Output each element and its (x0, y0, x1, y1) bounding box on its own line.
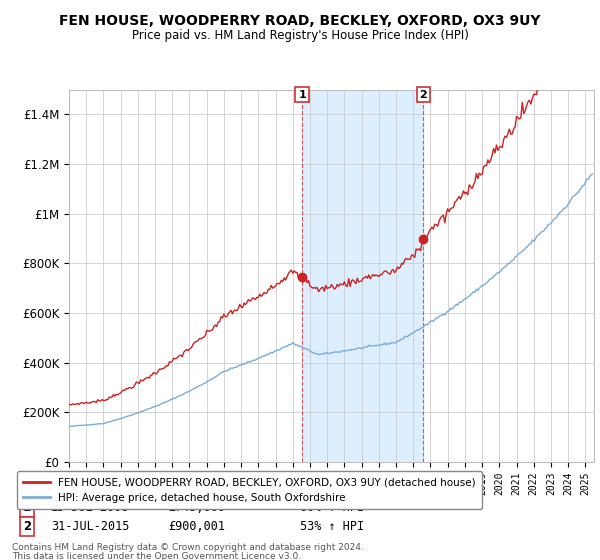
Text: This data is licensed under the Open Government Licence v3.0.: This data is licensed under the Open Gov… (12, 552, 301, 560)
Text: 2: 2 (419, 90, 427, 100)
Text: 31-JUL-2015: 31-JUL-2015 (51, 520, 130, 533)
Bar (302, 90, 423, 462)
Text: 2: 2 (23, 520, 31, 533)
Text: £745,000: £745,000 (168, 501, 225, 515)
Legend: FEN HOUSE, WOODPERRY ROAD, BECKLEY, OXFORD, OX3 9UY (detached house), HPI: Avera: FEN HOUSE, WOODPERRY ROAD, BECKLEY, OXFO… (17, 471, 482, 509)
Text: Contains HM Land Registry data © Crown copyright and database right 2024.: Contains HM Land Registry data © Crown c… (12, 543, 364, 552)
Text: Price paid vs. HM Land Registry's House Price Index (HPI): Price paid vs. HM Land Registry's House … (131, 29, 469, 42)
Text: FEN HOUSE, WOODPERRY ROAD, BECKLEY, OXFORD, OX3 9UY: FEN HOUSE, WOODPERRY ROAD, BECKLEY, OXFO… (59, 14, 541, 28)
Text: 15-JUL-2008: 15-JUL-2008 (51, 501, 130, 515)
Text: 53% ↑ HPI: 53% ↑ HPI (300, 520, 364, 533)
Text: 1: 1 (23, 501, 31, 515)
Text: 60% ↑ HPI: 60% ↑ HPI (300, 501, 364, 515)
Text: £900,001: £900,001 (168, 520, 225, 533)
Text: 1: 1 (298, 90, 306, 100)
